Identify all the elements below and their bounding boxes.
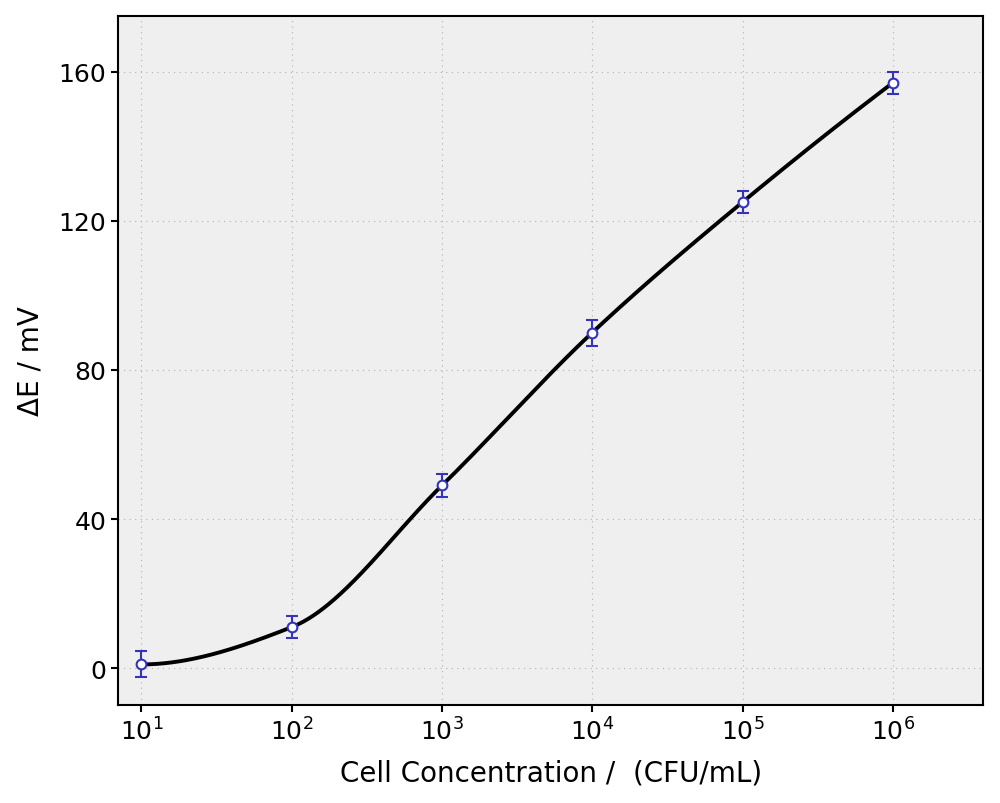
- Y-axis label: ΔE / mV: ΔE / mV: [17, 306, 45, 416]
- X-axis label: Cell Concentration /  (CFU/mL): Cell Concentration / (CFU/mL): [340, 758, 762, 786]
